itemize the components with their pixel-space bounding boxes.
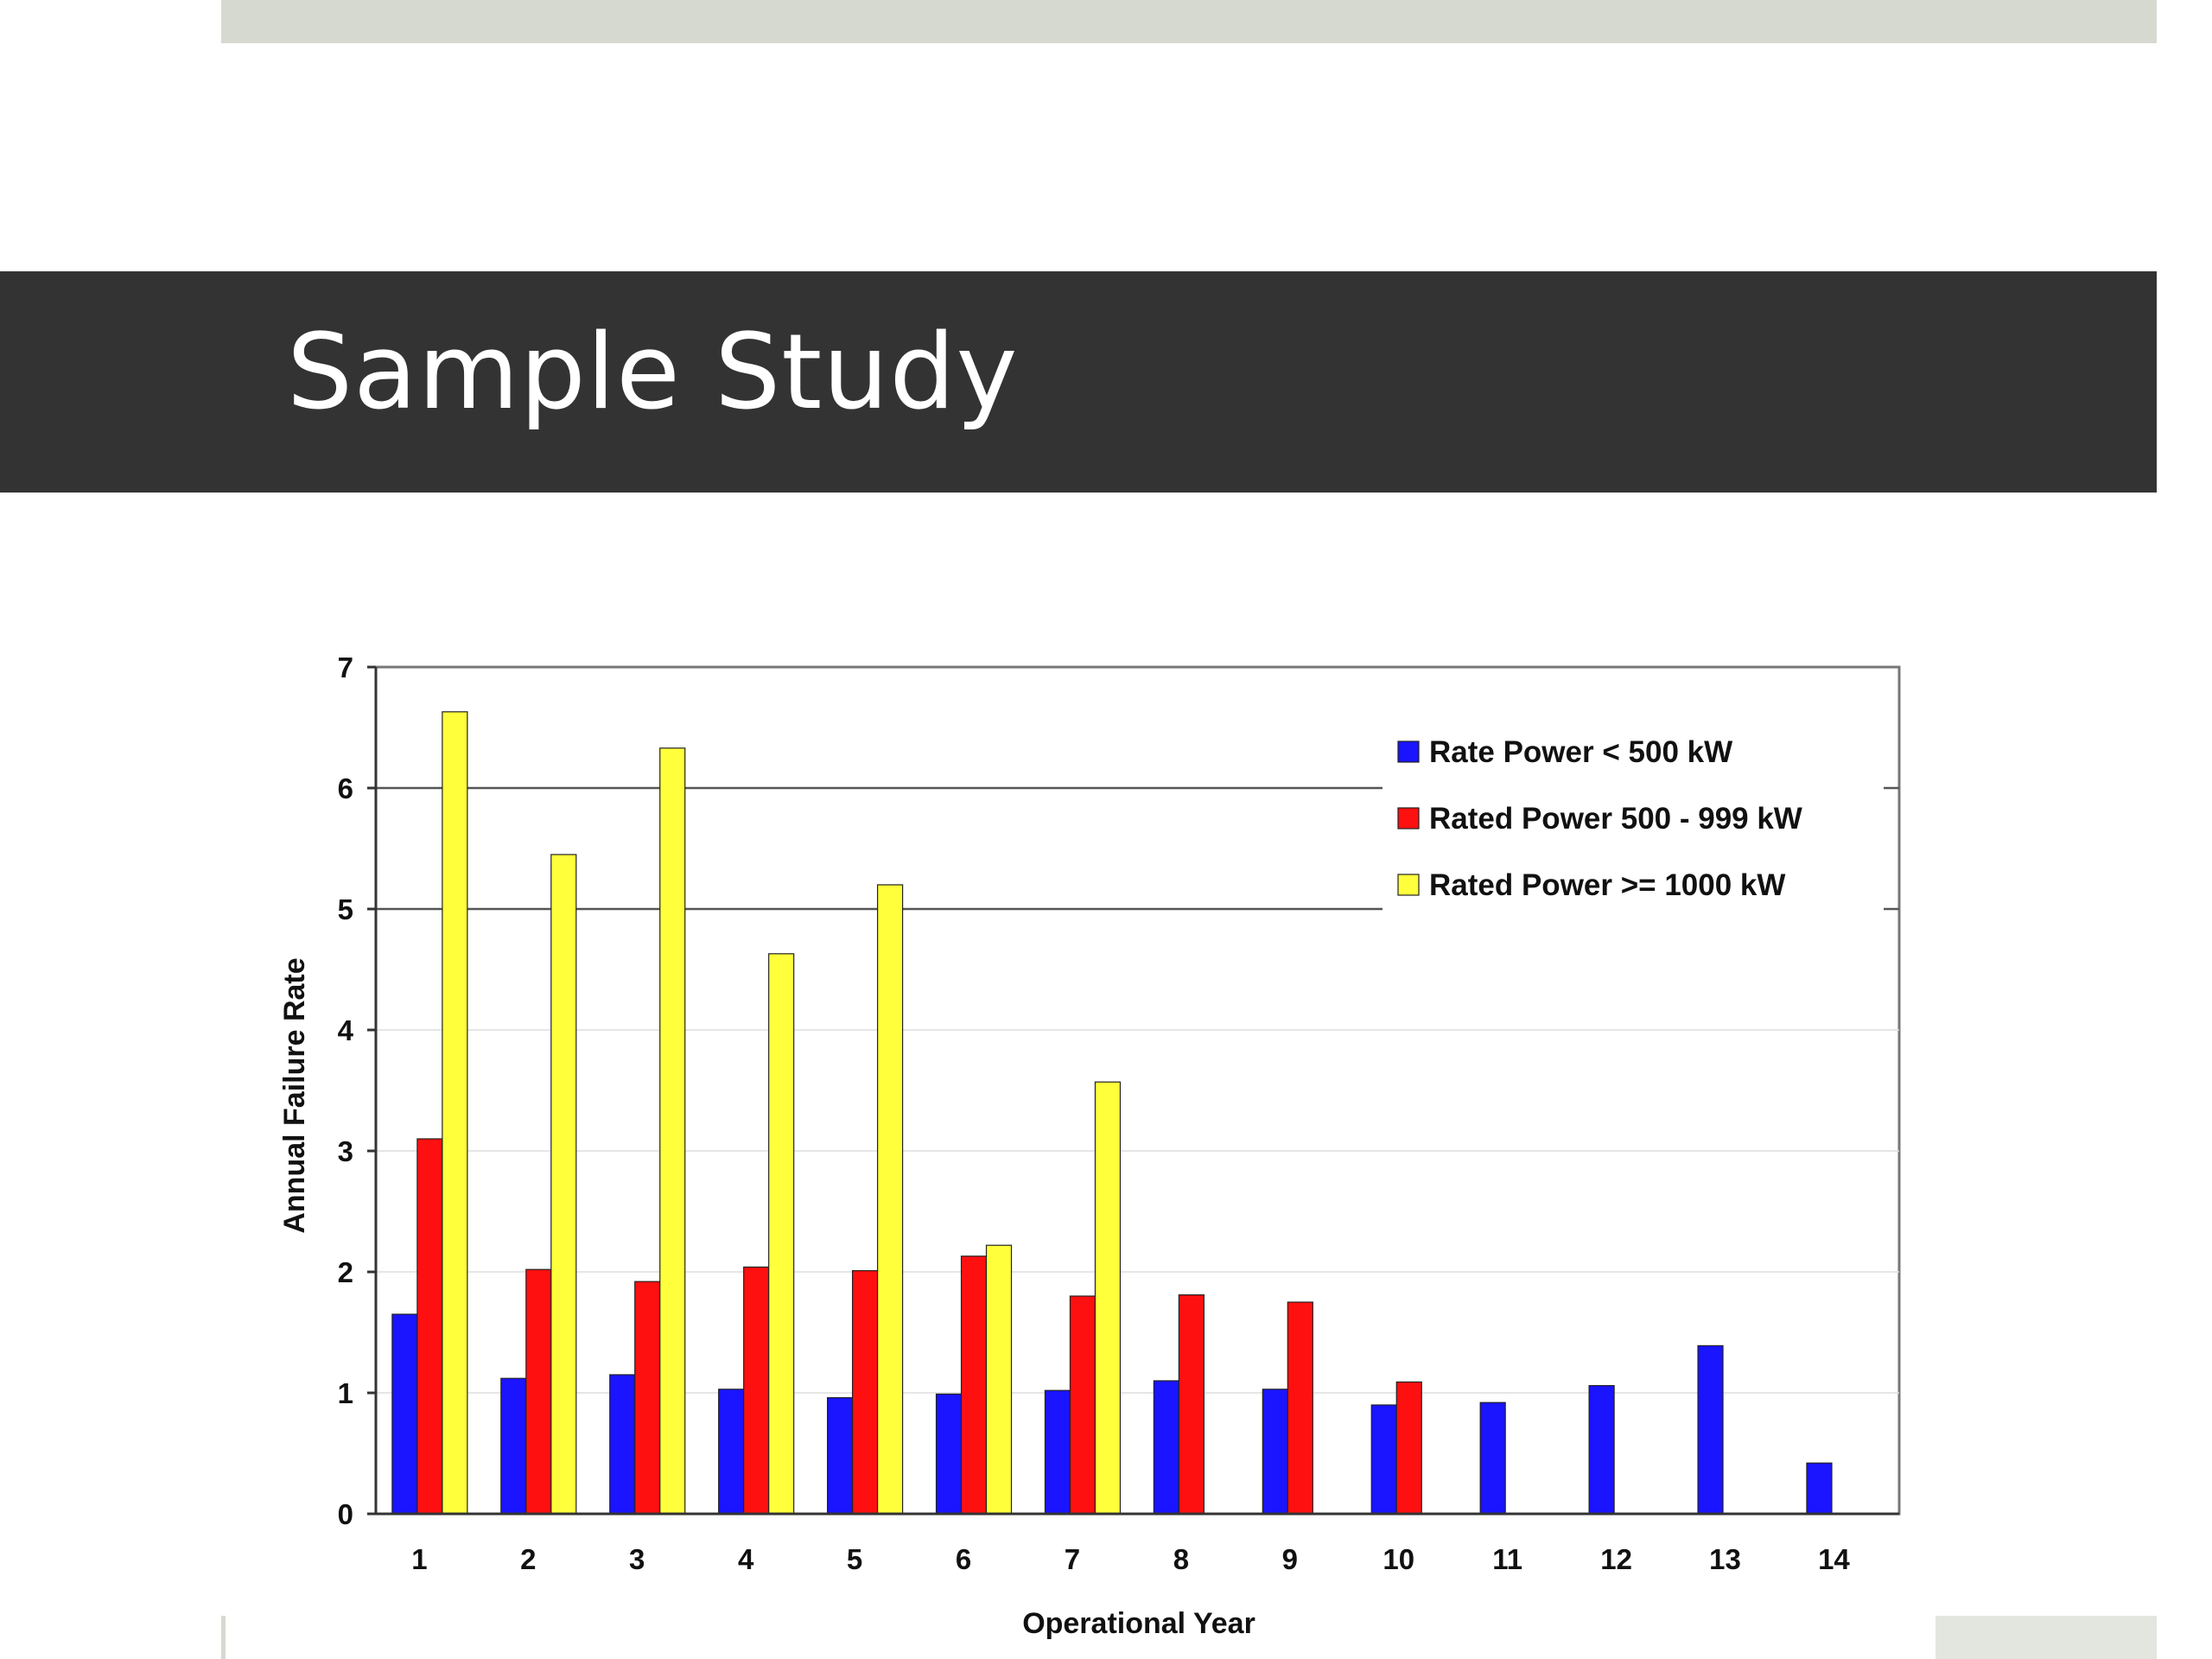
legend-box (1382, 722, 1884, 911)
x-axis-title: Operational Year (1022, 1607, 1255, 1640)
bar-2-4 (743, 1266, 770, 1515)
y-tick-label: 3 (338, 1135, 353, 1167)
bar-2-2 (525, 1268, 552, 1515)
bar-1-5 (827, 1396, 854, 1515)
bar-3-2 (550, 854, 577, 1515)
legend-swatch (1397, 741, 1420, 763)
x-tick-label: 9 (1282, 1543, 1298, 1575)
top-accent-strip (221, 0, 2157, 43)
bar-1-10 (1370, 1404, 1397, 1515)
legend-swatch (1397, 874, 1420, 896)
title-band (0, 271, 2157, 493)
y-tick-label: 7 (338, 652, 353, 683)
legend-swatch (1397, 807, 1420, 830)
x-tick-label: 8 (1173, 1543, 1189, 1575)
x-tick-label: 13 (1709, 1543, 1741, 1575)
bar-3-4 (768, 953, 795, 1515)
bar-1-13 (1697, 1344, 1724, 1515)
x-tick-label: 5 (847, 1543, 862, 1575)
bar-2-1 (416, 1138, 443, 1515)
bar-2-7 (1069, 1295, 1096, 1515)
bar-2-3 (634, 1281, 661, 1515)
legend-label: Rated Power 500 - 999 kW (1429, 802, 1802, 836)
legend-label: Rate Power < 500 kW (1429, 735, 1732, 769)
x-tick-label: 10 (1382, 1543, 1414, 1575)
bar-1-6 (935, 1393, 963, 1515)
bar-2-9 (1287, 1301, 1313, 1515)
x-tick-label: 1 (411, 1543, 427, 1575)
y-tick-label: 6 (338, 772, 353, 804)
bar-2-8 (1178, 1294, 1205, 1515)
x-tick-label: 12 (1600, 1543, 1632, 1575)
bar-2-5 (852, 1269, 879, 1515)
x-tick-label: 6 (956, 1543, 971, 1575)
y-axis-title: Annual Failure Rate (278, 957, 311, 1233)
y-tick-label: 1 (338, 1377, 353, 1409)
slide-title: Sample Study (287, 313, 1019, 433)
bars (391, 711, 1833, 1515)
x-tick-label: 7 (1065, 1543, 1080, 1575)
x-tick-label: 11 (1492, 1543, 1522, 1575)
bar-3-1 (442, 711, 468, 1515)
y-tick-label: 0 (338, 1498, 353, 1530)
legend-label: Rated Power >= 1000 kW (1429, 868, 1785, 902)
x-tick-label: 14 (1818, 1543, 1850, 1575)
bar-3-3 (659, 747, 686, 1515)
y-tick-label: 5 (338, 893, 353, 925)
bar-2-10 (1395, 1381, 1422, 1515)
bar-1-2 (500, 1377, 527, 1515)
bottom-left-accent (221, 1616, 226, 1659)
x-tick-label: 3 (629, 1543, 645, 1575)
bar-3-7 (1094, 1081, 1122, 1515)
bar-1-3 (609, 1374, 636, 1515)
bar-1-7 (1044, 1389, 1071, 1515)
bottom-right-accent (1936, 1616, 2157, 1659)
x-tick-label: 4 (738, 1543, 754, 1575)
bar-2-6 (960, 1255, 988, 1515)
bar-1-1 (391, 1313, 418, 1515)
bar-1-12 (1588, 1384, 1615, 1515)
y-tick-label: 4 (338, 1014, 354, 1046)
bar-1-11 (1479, 1402, 1506, 1515)
bar-1-14 (1806, 1462, 1833, 1515)
bar-3-6 (985, 1244, 1013, 1515)
legend: Rate Power < 500 kW Rated Power 500 - 999… (1382, 722, 1884, 911)
bar-1-4 (718, 1389, 745, 1515)
y-tick-label: 2 (338, 1256, 353, 1288)
x-tick-label: 2 (520, 1543, 536, 1575)
bar-3-5 (877, 884, 904, 1515)
bar-1-9 (1262, 1389, 1288, 1515)
bar-1-8 (1153, 1380, 1179, 1515)
